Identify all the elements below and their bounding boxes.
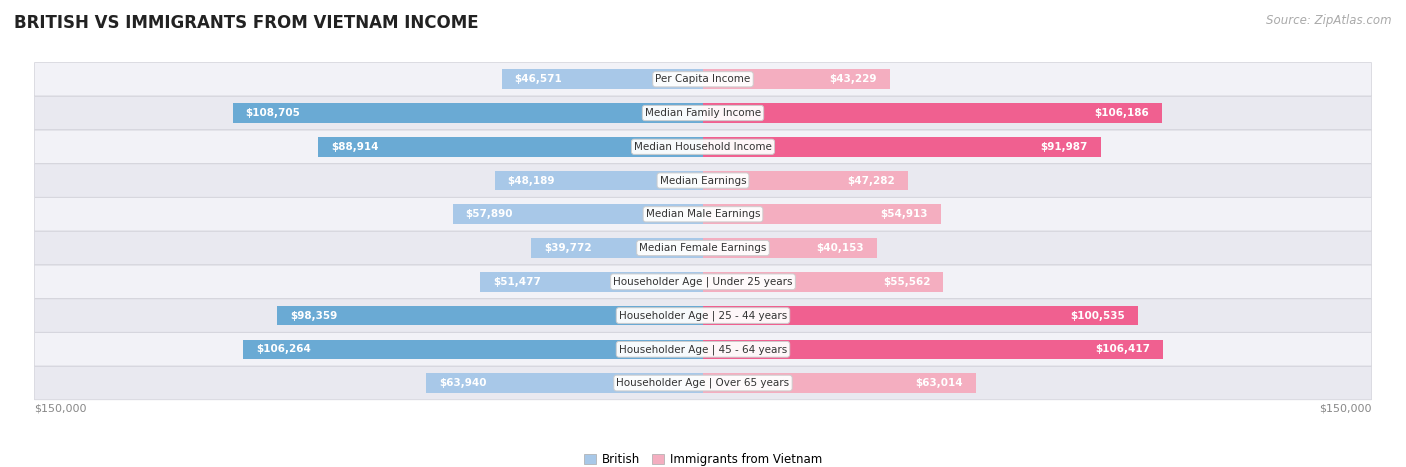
Text: $40,153: $40,153 xyxy=(815,243,863,253)
Text: $106,186: $106,186 xyxy=(1095,108,1149,118)
Text: $106,417: $106,417 xyxy=(1095,344,1150,354)
Bar xyxy=(703,103,1163,123)
Bar xyxy=(531,238,703,258)
Bar xyxy=(703,205,941,224)
Text: $48,189: $48,189 xyxy=(508,176,555,185)
FancyBboxPatch shape xyxy=(35,198,1371,231)
FancyBboxPatch shape xyxy=(35,130,1371,163)
FancyBboxPatch shape xyxy=(35,299,1371,332)
Text: Median Male Earnings: Median Male Earnings xyxy=(645,209,761,219)
Text: $150,000: $150,000 xyxy=(1319,404,1371,414)
Text: $98,359: $98,359 xyxy=(291,311,337,320)
Bar xyxy=(703,272,943,291)
Bar xyxy=(453,205,703,224)
FancyBboxPatch shape xyxy=(35,164,1371,197)
Bar xyxy=(495,171,703,191)
Text: Householder Age | Under 25 years: Householder Age | Under 25 years xyxy=(613,276,793,287)
FancyBboxPatch shape xyxy=(35,63,1371,96)
Text: $51,477: $51,477 xyxy=(494,277,541,287)
Text: $47,282: $47,282 xyxy=(846,176,894,185)
Text: Median Household Income: Median Household Income xyxy=(634,142,772,152)
Bar xyxy=(481,272,703,291)
Text: $63,014: $63,014 xyxy=(915,378,963,388)
Text: Householder Age | Over 65 years: Householder Age | Over 65 years xyxy=(616,378,790,388)
Text: $43,229: $43,229 xyxy=(830,74,877,84)
Text: Median Female Earnings: Median Female Earnings xyxy=(640,243,766,253)
Text: Source: ZipAtlas.com: Source: ZipAtlas.com xyxy=(1267,14,1392,27)
Bar xyxy=(703,373,976,393)
Text: Median Family Income: Median Family Income xyxy=(645,108,761,118)
FancyBboxPatch shape xyxy=(35,96,1371,130)
Bar xyxy=(233,103,703,123)
Text: Median Earnings: Median Earnings xyxy=(659,176,747,185)
Bar xyxy=(502,70,703,89)
Text: $54,913: $54,913 xyxy=(880,209,928,219)
Bar xyxy=(703,238,877,258)
FancyBboxPatch shape xyxy=(35,366,1371,400)
Bar xyxy=(243,340,703,359)
Bar xyxy=(703,171,907,191)
Text: $100,535: $100,535 xyxy=(1070,311,1125,320)
Bar xyxy=(703,340,1163,359)
Bar xyxy=(703,137,1101,156)
Bar xyxy=(703,70,890,89)
Bar xyxy=(277,306,703,325)
Text: $108,705: $108,705 xyxy=(246,108,301,118)
Text: $57,890: $57,890 xyxy=(465,209,513,219)
Text: $91,987: $91,987 xyxy=(1040,142,1088,152)
Text: $106,264: $106,264 xyxy=(256,344,311,354)
Bar xyxy=(318,137,703,156)
Text: $150,000: $150,000 xyxy=(35,404,87,414)
FancyBboxPatch shape xyxy=(35,231,1371,265)
Text: BRITISH VS IMMIGRANTS FROM VIETNAM INCOME: BRITISH VS IMMIGRANTS FROM VIETNAM INCOM… xyxy=(14,14,478,32)
Text: $46,571: $46,571 xyxy=(515,74,562,84)
Text: Householder Age | 25 - 44 years: Householder Age | 25 - 44 years xyxy=(619,310,787,321)
Text: $88,914: $88,914 xyxy=(332,142,378,152)
Text: Householder Age | 45 - 64 years: Householder Age | 45 - 64 years xyxy=(619,344,787,354)
Text: $63,940: $63,940 xyxy=(439,378,486,388)
Bar xyxy=(703,306,1137,325)
Bar xyxy=(426,373,703,393)
FancyBboxPatch shape xyxy=(35,333,1371,366)
FancyBboxPatch shape xyxy=(35,265,1371,298)
Legend: British, Immigrants from Vietnam: British, Immigrants from Vietnam xyxy=(579,448,827,467)
Text: Per Capita Income: Per Capita Income xyxy=(655,74,751,84)
Text: $39,772: $39,772 xyxy=(544,243,592,253)
Text: $55,562: $55,562 xyxy=(883,277,931,287)
